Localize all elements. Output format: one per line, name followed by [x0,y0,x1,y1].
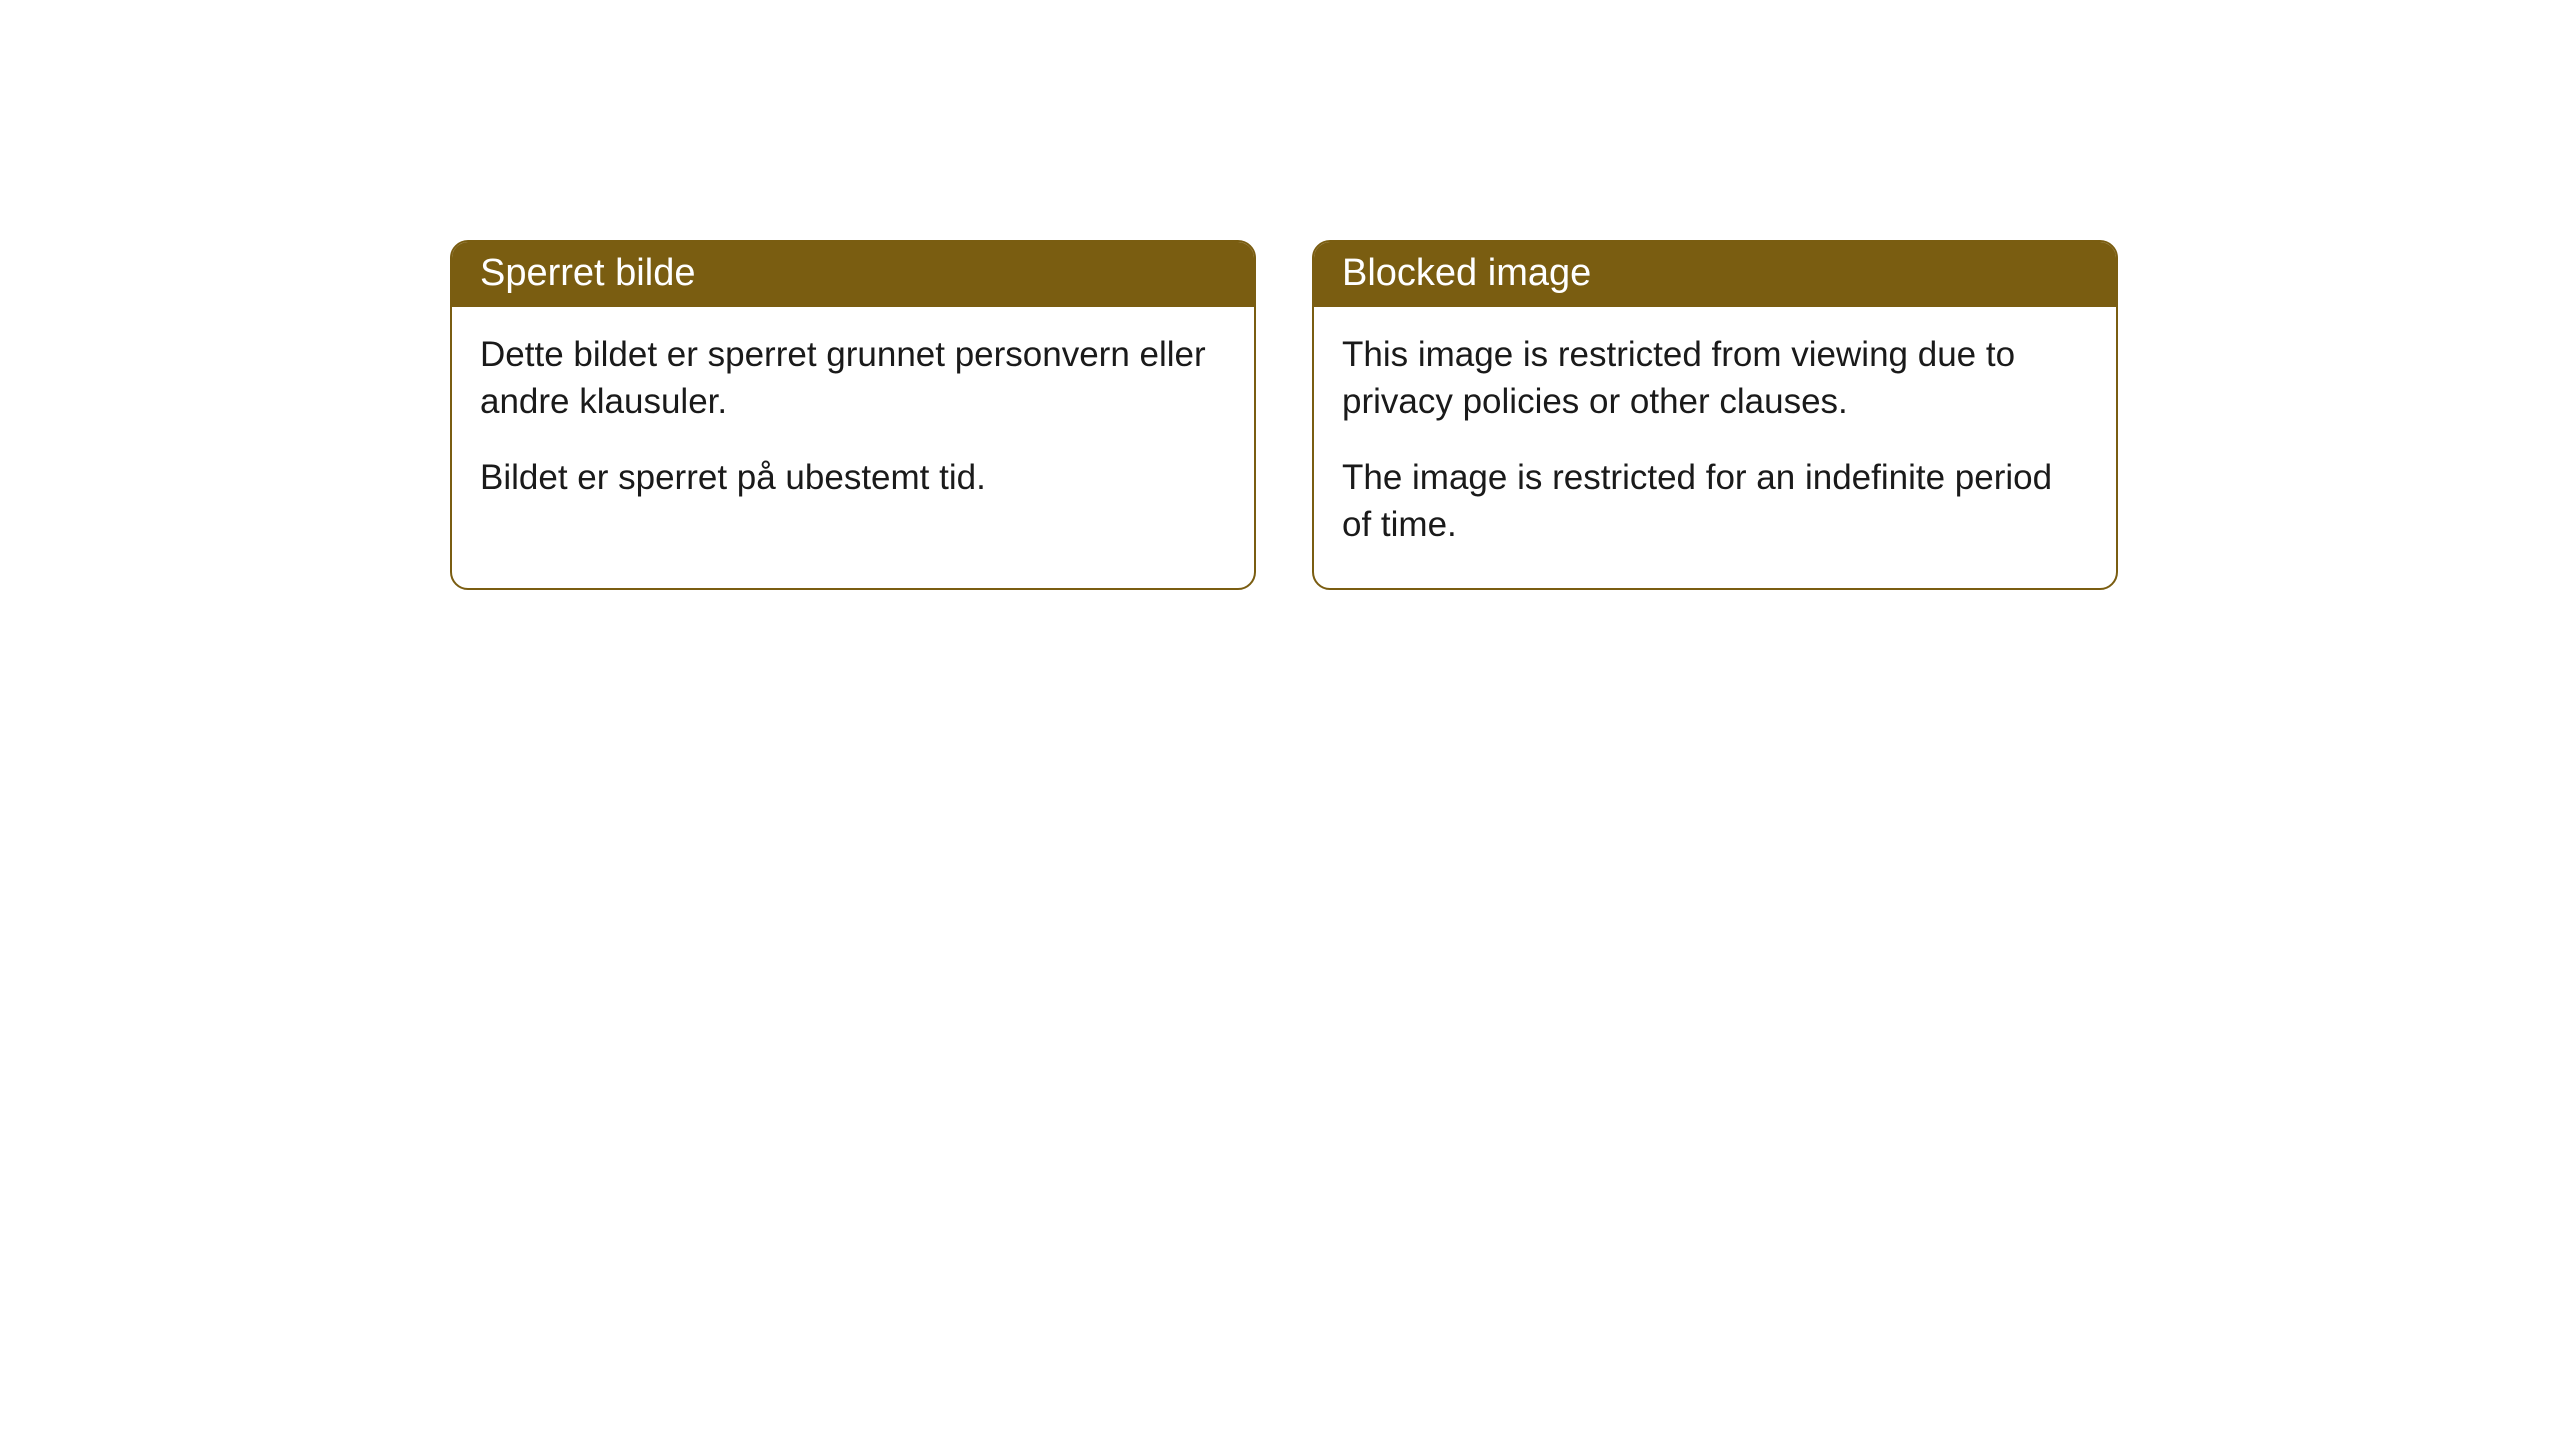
notice-paragraph: The image is restricted for an indefinit… [1342,454,2088,549]
notice-body: This image is restricted from viewing du… [1314,307,2116,588]
notice-paragraph: Dette bildet er sperret grunnet personve… [480,331,1226,426]
notice-card-norwegian: Sperret bilde Dette bildet er sperret gr… [450,240,1256,590]
notice-cards-container: Sperret bilde Dette bildet er sperret gr… [450,240,2560,590]
notice-body: Dette bildet er sperret grunnet personve… [452,307,1254,541]
notice-header: Sperret bilde [452,242,1254,307]
notice-paragraph: Bildet er sperret på ubestemt tid. [480,454,1226,501]
notice-paragraph: This image is restricted from viewing du… [1342,331,2088,426]
notice-header: Blocked image [1314,242,2116,307]
notice-card-english: Blocked image This image is restricted f… [1312,240,2118,590]
